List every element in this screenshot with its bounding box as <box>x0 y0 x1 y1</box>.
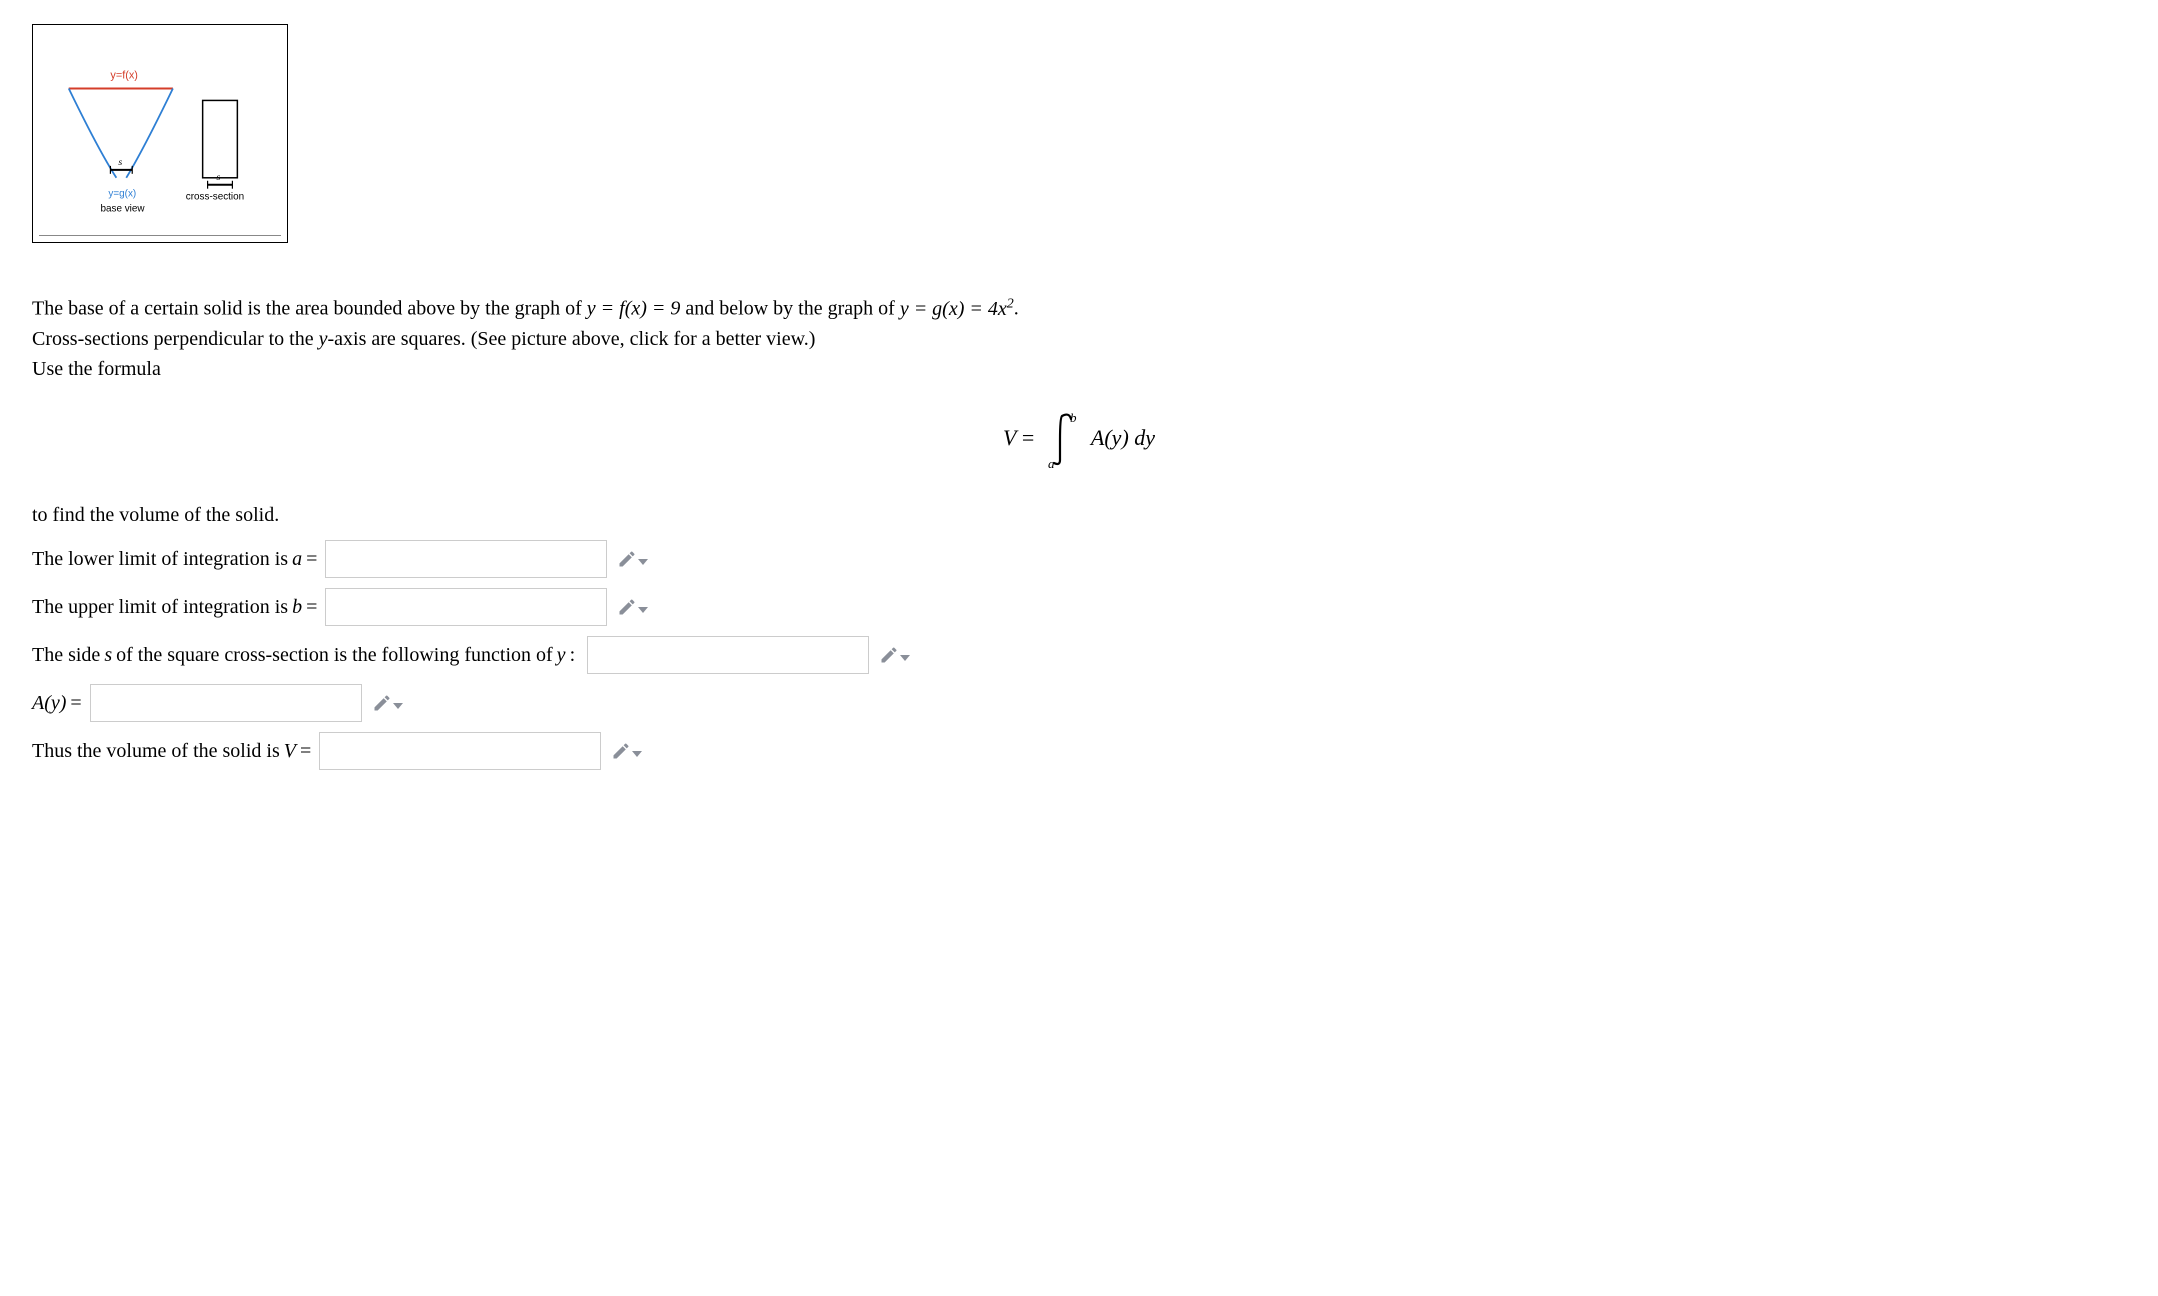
input-upper-limit[interactable] <box>325 588 607 626</box>
q2-eq: = <box>306 592 317 622</box>
int-upper: b <box>1070 410 1077 425</box>
row-volume: Thus the volume of the solid is V = <box>32 732 2126 770</box>
q1-eq: = <box>306 544 317 574</box>
pencil-icon <box>617 549 637 569</box>
q5-v: V <box>284 736 296 766</box>
edit-icon-v[interactable] <box>611 741 642 761</box>
q3-colon: : <box>570 640 576 670</box>
line2b: -axis are squares. (See picture above, c… <box>327 328 815 350</box>
q1-var: a <box>292 544 302 574</box>
q2-var: b <box>292 592 302 622</box>
edit-icon-area[interactable] <box>372 693 403 713</box>
paragraph-4: to find the volume of the solid. <box>32 500 2126 530</box>
q3-s: s <box>104 640 112 670</box>
chevron-down-icon <box>900 655 910 661</box>
line2a: Cross-sections perpendicular to the <box>32 328 319 350</box>
chevron-down-icon <box>393 703 403 709</box>
formula-v: V <box>1003 425 1016 450</box>
input-lower-limit[interactable] <box>325 540 607 578</box>
problem-body: The base of a certain solid is the area … <box>32 293 2126 770</box>
int-lower: a <box>1048 456 1055 470</box>
g-equation: y = g(x) = 4x2 <box>900 298 1014 320</box>
row-side-s: The side s of the square cross-section i… <box>32 636 2126 674</box>
q3-mid: of the square cross-section is the follo… <box>116 640 553 670</box>
edit-icon-s[interactable] <box>879 645 910 665</box>
row-lower-limit: The lower limit of integration is a = <box>32 540 2126 578</box>
input-area[interactable] <box>90 684 362 722</box>
crosssection-rect <box>203 100 238 177</box>
intro-text: The base of a certain solid is the area … <box>32 298 587 320</box>
q1-pre: The lower limit of integration is <box>32 544 288 574</box>
q5-eq: = <box>300 736 311 766</box>
thumbnail-diagram: y=f(x) s y=g(x) base view s cross-sectio… <box>39 31 281 236</box>
q3-y: y <box>557 640 566 670</box>
thumbnail-frame[interactable]: y=f(x) s y=g(x) base view s cross-sectio… <box>32 24 288 243</box>
q5-pre: Thus the volume of the solid is <box>32 736 280 766</box>
f-equation: y = f(x) = 9 <box>587 298 681 320</box>
thumbnail-svg: y=f(x) s y=g(x) base view s cross-sectio… <box>39 31 281 229</box>
pencil-icon <box>372 693 392 713</box>
integral-symbol: b a <box>1040 410 1086 470</box>
row-area: A(y)= <box>32 684 2126 722</box>
q2-pre: The upper limit of integration is <box>32 592 288 622</box>
paragraph-3: Use the formula <box>32 354 2126 384</box>
input-side-s[interactable] <box>587 636 869 674</box>
gx-left <box>69 89 117 178</box>
row-upper-limit: The upper limit of integration is b = <box>32 588 2126 626</box>
period: . <box>1014 298 1019 320</box>
q3-pre: The side <box>32 640 100 670</box>
volume-formula: V = b a A(y) dy <box>32 410 2126 470</box>
pencil-icon <box>611 741 631 761</box>
input-volume[interactable] <box>319 732 601 770</box>
q4-eq: = <box>70 688 81 718</box>
q4-lhs: A(y) <box>32 688 66 718</box>
pencil-icon <box>617 597 637 617</box>
s-label-base: s <box>118 157 122 168</box>
gx-label: y=g(x) <box>108 189 136 200</box>
chevron-down-icon <box>632 751 642 757</box>
pencil-icon <box>879 645 899 665</box>
gx-right <box>126 89 173 178</box>
mid-text-1: and below by the graph of <box>685 298 899 320</box>
edit-icon-b[interactable] <box>617 597 648 617</box>
fx-label: y=f(x) <box>110 70 138 82</box>
edit-icon-a[interactable] <box>617 549 648 569</box>
paragraph-1: The base of a certain solid is the area … <box>32 293 2126 324</box>
integrand: A(y) dy <box>1091 425 1155 450</box>
formula-eq: = <box>1016 425 1039 450</box>
chevron-down-icon <box>638 607 648 613</box>
crosssection-label: cross-section <box>186 192 244 203</box>
thumb-divider <box>39 235 281 236</box>
baseview-label: base view <box>100 204 145 215</box>
s-label-cross: s <box>217 172 221 183</box>
chevron-down-icon <box>638 559 648 565</box>
paragraph-2: Cross-sections perpendicular to the y-ax… <box>32 324 2126 354</box>
